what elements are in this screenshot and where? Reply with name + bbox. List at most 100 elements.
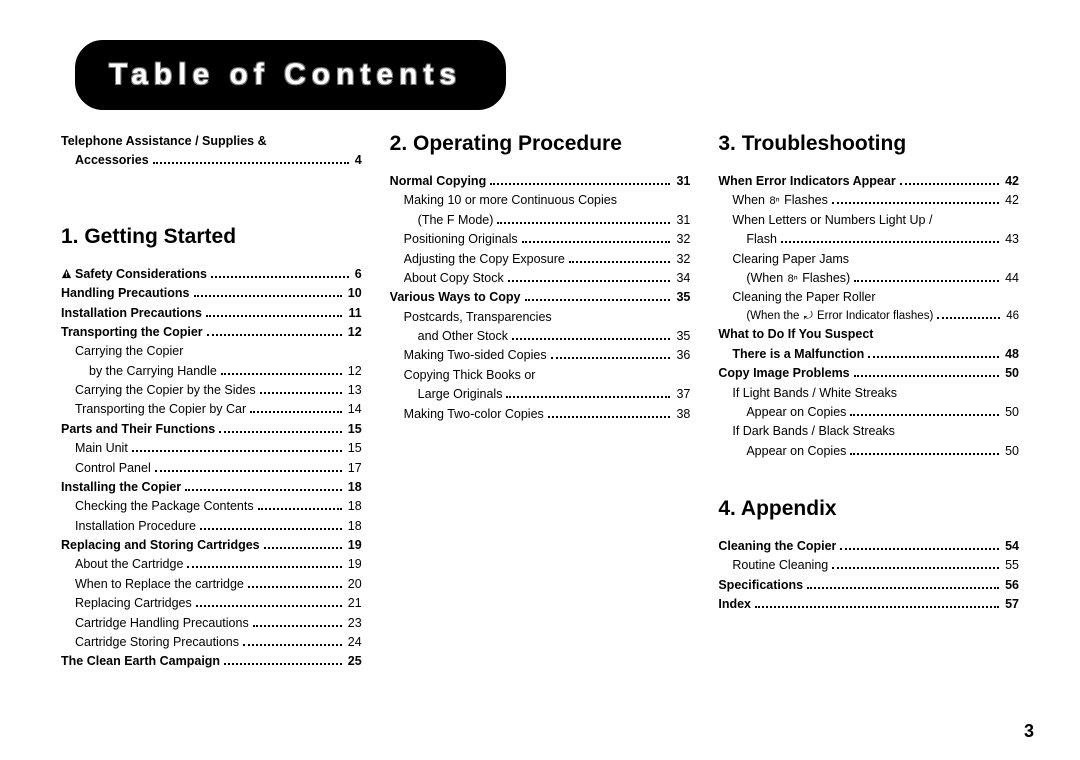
toc-leader-dots	[221, 367, 342, 375]
toc-page-number: 6	[353, 265, 362, 284]
toc-leader-dots	[132, 445, 342, 453]
column-2: 2. Operating Procedure Normal Copying31M…	[390, 132, 691, 672]
toc-page-number: 17	[346, 459, 362, 478]
toc-leader-dots	[211, 270, 349, 278]
toc-label: Specifications	[718, 578, 803, 592]
toc-label: (When	[746, 271, 786, 285]
toc-label: Installing the Copier	[61, 480, 181, 494]
toc-label: Index	[718, 597, 751, 611]
toc-entry: What to Do If You Suspect	[718, 325, 1019, 344]
toc-label: Control Panel	[75, 461, 151, 475]
toc-label: Cleaning the Paper Roller	[732, 290, 875, 304]
toc-leader-dots	[522, 236, 671, 244]
toc-label: Making Two-color Copies	[404, 407, 544, 421]
toc-entry: Specifications 56	[718, 576, 1019, 595]
toc-label: Large Originals	[418, 387, 503, 401]
toc-entry: Carrying the Copier	[61, 342, 362, 361]
toc-page-number: 46	[1004, 308, 1019, 326]
toc-label: (When the	[746, 310, 802, 322]
toc-leader-dots	[548, 410, 671, 418]
toc-label: Transporting the Copier by Car	[75, 402, 246, 416]
toc-page-number: 21	[346, 594, 362, 613]
toc-page-number: 14	[346, 400, 362, 419]
toc-label: Flash	[746, 232, 777, 246]
toc-entry: Cartridge Storing Precautions24	[61, 633, 362, 652]
toc-entry: When Letters or Numbers Light Up /	[718, 211, 1019, 230]
toc-label: Replacing Cartridges	[75, 596, 192, 610]
toc-page-number: 54	[1003, 537, 1019, 556]
toc-page-number: 57	[1003, 595, 1019, 614]
toc-leader-dots	[260, 387, 342, 395]
toc-leader-dots	[854, 370, 999, 378]
toc-label: If Dark Bands / Black Streaks	[732, 424, 895, 438]
toc-leader-dots	[196, 600, 342, 608]
toc-label: Carrying the Copier	[75, 344, 183, 358]
toc-entry: Installation Precautions11	[61, 304, 362, 323]
toc-label: There is a Malfunction	[732, 347, 864, 361]
toc-label: Normal Copying	[390, 174, 487, 188]
toc-page-number: 35	[674, 327, 690, 346]
toc-page-number: 34	[674, 269, 690, 288]
toc-entry: About Copy Stock34	[390, 269, 691, 288]
warning-icon	[61, 266, 72, 277]
toc-entry: Accessories4	[61, 151, 362, 170]
toc-label: Adjusting the Copy Exposure	[404, 252, 565, 266]
toc-label: Main Unit	[75, 441, 128, 455]
toc-entry: When 8ⁿ Flashes42	[718, 191, 1019, 210]
toc-label: Checking the Package Contents	[75, 499, 254, 513]
toc-page-number: 18	[346, 497, 362, 516]
toc-entry: (When 8ⁿ Flashes)44	[718, 269, 1019, 288]
toc-leader-dots	[569, 255, 671, 263]
toc-page-number: 31	[674, 172, 690, 191]
chapter-1-heading: 1. Getting Started	[61, 225, 362, 249]
chapter-4-heading: 4. Appendix	[718, 497, 1019, 521]
toc-leader-dots	[525, 294, 671, 302]
toc-label: Parts and Their Functions	[61, 422, 215, 436]
toc-entry: Making Two-color Copies38	[390, 405, 691, 424]
toc-entry: Handling Precautions10	[61, 284, 362, 303]
toc-label: by the Carrying Handle	[89, 364, 217, 378]
toc-label: Cartridge Handling Precautions	[75, 616, 249, 630]
toc-label: Positioning Originals	[404, 232, 518, 246]
toc-entry: Transporting the Copier12	[61, 323, 362, 342]
toc-entry: About the Cartridge19	[61, 555, 362, 574]
toc-leader-dots	[807, 581, 999, 589]
toc-entry: Installing the Copier18	[61, 478, 362, 497]
toc-leader-dots	[497, 216, 670, 224]
toc-page-number: 15	[346, 439, 362, 458]
toc-leader-dots	[248, 580, 342, 588]
toc-page-number: 56	[1003, 576, 1019, 595]
toc-page-number: 18	[346, 517, 362, 536]
toc-label: The Clean Earth Campaign	[61, 654, 220, 668]
toc-page-number: 55	[1003, 556, 1019, 575]
toc-entry: Replacing and Storing Cartridges19	[61, 536, 362, 555]
toc-label: Clearing Paper Jams	[732, 252, 849, 266]
toc-leader-dots	[206, 309, 342, 317]
toc-leader-dots	[224, 658, 342, 666]
toc-leader-dots	[243, 638, 342, 646]
toc-page-number: 24	[346, 633, 362, 652]
toc-label: About the Cartridge	[75, 557, 183, 571]
toc-entry: Replacing Cartridges 21	[61, 594, 362, 613]
toc-entry: Normal Copying 31	[390, 172, 691, 191]
toc-entry: Copy Image Problems50	[718, 364, 1019, 383]
toc-leader-dots	[194, 290, 342, 298]
title-box: Table of Contents	[75, 40, 506, 110]
toc-leader-dots	[200, 522, 342, 530]
toc-entry: Postcards, Transparencies	[390, 308, 691, 327]
toc-page-number: 37	[674, 385, 690, 404]
roller-error-icon: ⤾	[804, 308, 813, 325]
toc-page-number: 10	[346, 284, 362, 303]
toc-entry: Various Ways to Copy35	[390, 288, 691, 307]
toc-entry: Main Unit 15	[61, 439, 362, 458]
toc-label: Installation Precautions	[61, 306, 202, 320]
toc-entry: When to Replace the cartridge20	[61, 575, 362, 594]
toc-leader-dots	[512, 333, 670, 341]
toc-label: Copying Thick Books or	[404, 368, 536, 382]
toc-label: Carrying the Copier by the Sides	[75, 383, 256, 397]
toc-label: Various Ways to Copy	[390, 290, 521, 304]
toc-entry: If Dark Bands / Black Streaks	[718, 422, 1019, 441]
paper-jam-icon: 8ⁿ	[769, 193, 779, 210]
toc-label: When to Replace the cartridge	[75, 577, 244, 591]
column-1: Telephone Assistance / Supplies &Accesso…	[61, 132, 362, 672]
